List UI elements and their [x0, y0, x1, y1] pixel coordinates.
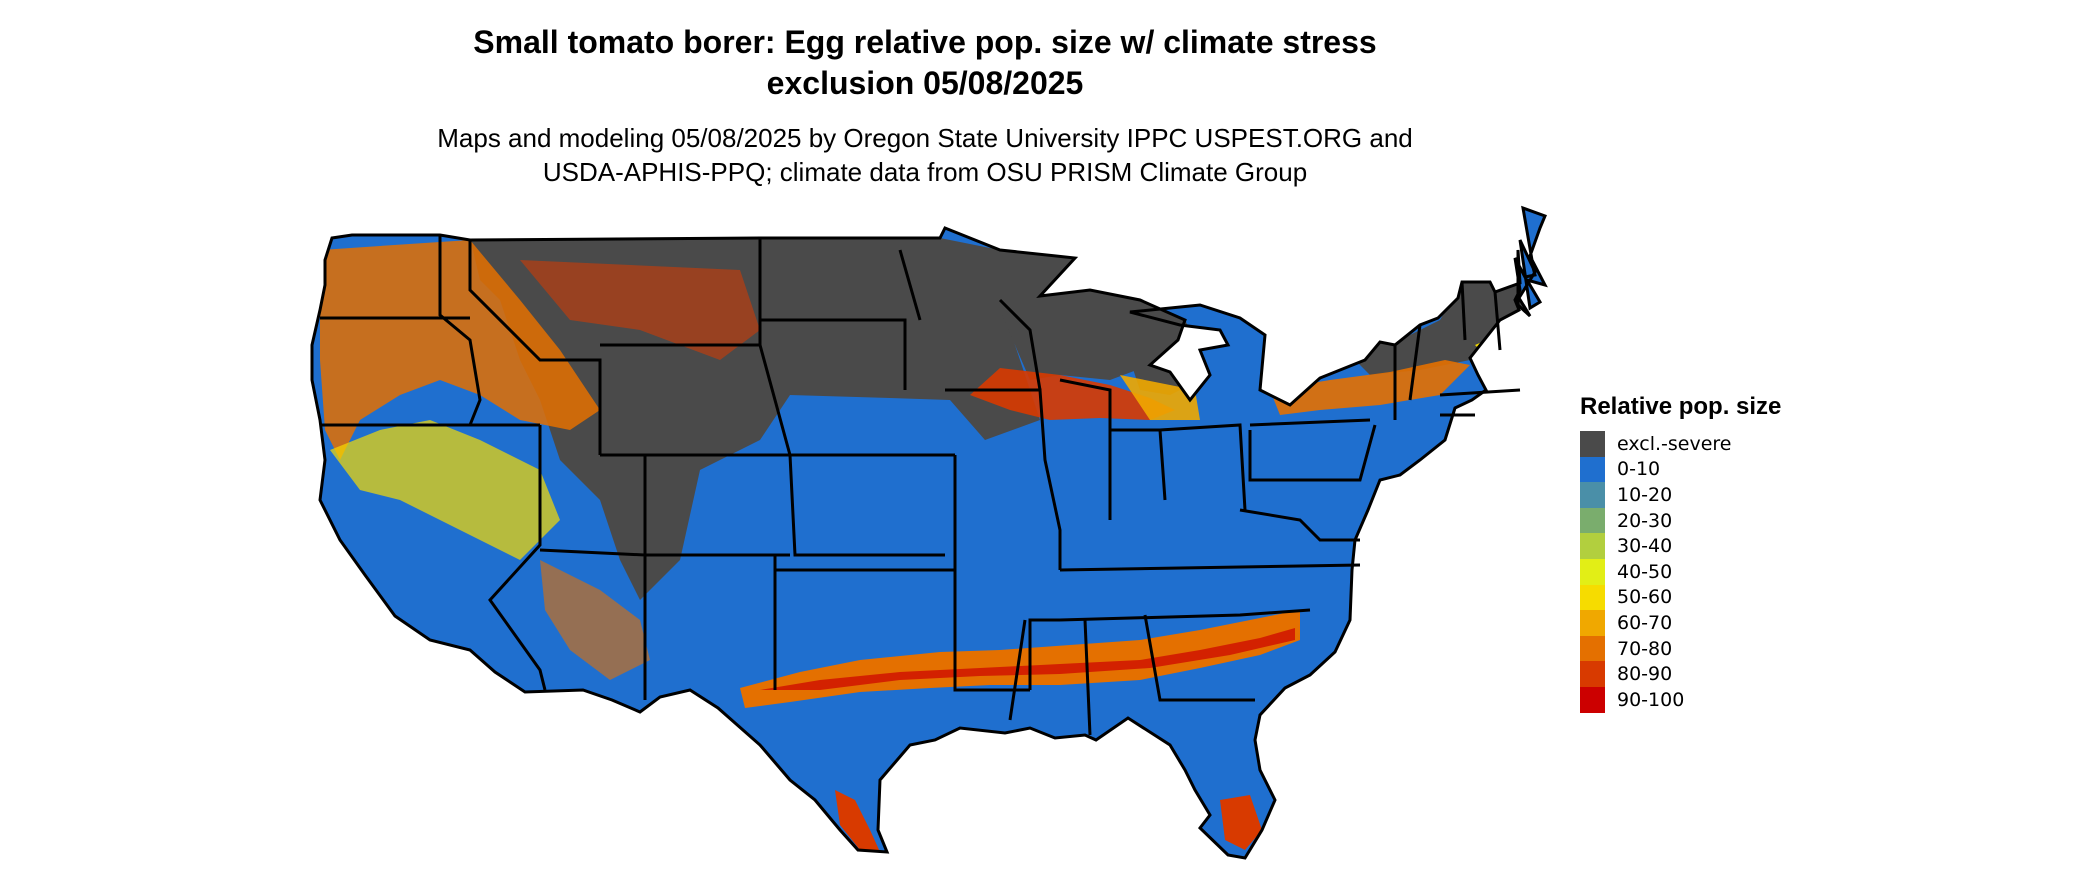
legend-item: excl.-severe — [1580, 431, 1781, 457]
legend-item: 50-60 — [1580, 584, 1781, 611]
legend-swatch — [1580, 431, 1605, 457]
legend-label: 20-30 — [1617, 509, 1673, 532]
excluded-region-new-england — [1345, 282, 1530, 375]
legend-label: 10-20 — [1617, 483, 1673, 506]
excluded-region-northern-plains — [470, 238, 1075, 600]
warm-band-southwest — [540, 560, 650, 680]
warm-band-new-york — [1270, 360, 1470, 415]
warm-band-upper-midwest — [970, 368, 1175, 420]
legend-swatch — [1580, 686, 1605, 713]
legend-swatch — [1580, 635, 1605, 662]
legend-label: 0-10 — [1617, 458, 1661, 481]
legend-label: 40-50 — [1617, 560, 1673, 583]
legend-item: 90-100 — [1580, 686, 1781, 713]
title-line-1: Small tomato borer: Egg relative pop. si… — [473, 24, 1377, 60]
warm-band-texas-gulf — [835, 790, 880, 852]
subtitle-line-1: Maps and modeling 05/08/2025 by Oregon S… — [437, 123, 1413, 153]
legend-item: 0-10 — [1580, 456, 1781, 483]
legend-item: 70-80 — [1580, 635, 1781, 662]
legend-item: 20-30 — [1580, 507, 1781, 534]
legend-item: 40-50 — [1580, 558, 1781, 585]
legend-swatch — [1580, 610, 1605, 636]
legend-label: excl.-severe — [1617, 432, 1732, 455]
warm-band-michigan — [1120, 375, 1200, 420]
warm-band-florida — [1220, 795, 1262, 850]
state-borders — [310, 206, 1547, 860]
warm-band-southern-core — [760, 628, 1295, 690]
legend-swatch — [1580, 584, 1605, 611]
legend-item: 60-70 — [1580, 610, 1781, 636]
legend-label: 30-40 — [1617, 535, 1673, 558]
legend-swatch — [1580, 507, 1605, 534]
legend: Relative pop. size excl.-severe 0-10 10-20… — [1580, 393, 1781, 713]
title-line-2: exclusion 05/08/2025 — [766, 65, 1084, 101]
legend-items: excl.-severe 0-10 10-20 20-30 30-40 40-50 50-6… — [1580, 431, 1781, 713]
population-raster — [312, 208, 1545, 858]
legend-label: 70-80 — [1617, 637, 1673, 660]
map-title: Small tomato borer: Egg relative pop. si… — [0, 22, 1850, 104]
legend-swatch — [1580, 456, 1605, 483]
legend-item: 30-40 — [1580, 533, 1781, 559]
legend-swatch — [1580, 482, 1605, 508]
legend-label: 90-100 — [1617, 688, 1685, 711]
warm-band-pacific-northwest — [320, 240, 600, 460]
map-subtitle: Maps and modeling 05/08/2025 by Oregon S… — [0, 121, 1850, 189]
warm-band-great-basin — [330, 420, 560, 560]
legend-title: Relative pop. size — [1580, 393, 1782, 420]
warm-band-montana — [520, 260, 760, 360]
legend-swatch — [1580, 533, 1605, 559]
legend-swatch — [1580, 661, 1605, 687]
legend-label: 50-60 — [1617, 586, 1673, 609]
legend-swatch — [1580, 558, 1605, 585]
legend-label: 60-70 — [1617, 611, 1673, 634]
subtitle-line-2: USDA-APHIS-PPQ; climate data from OSU PR… — [542, 157, 1308, 187]
legend-label: 80-90 — [1617, 663, 1673, 686]
legend-item: 10-20 — [1580, 482, 1781, 508]
legend-item: 80-90 — [1580, 661, 1781, 687]
